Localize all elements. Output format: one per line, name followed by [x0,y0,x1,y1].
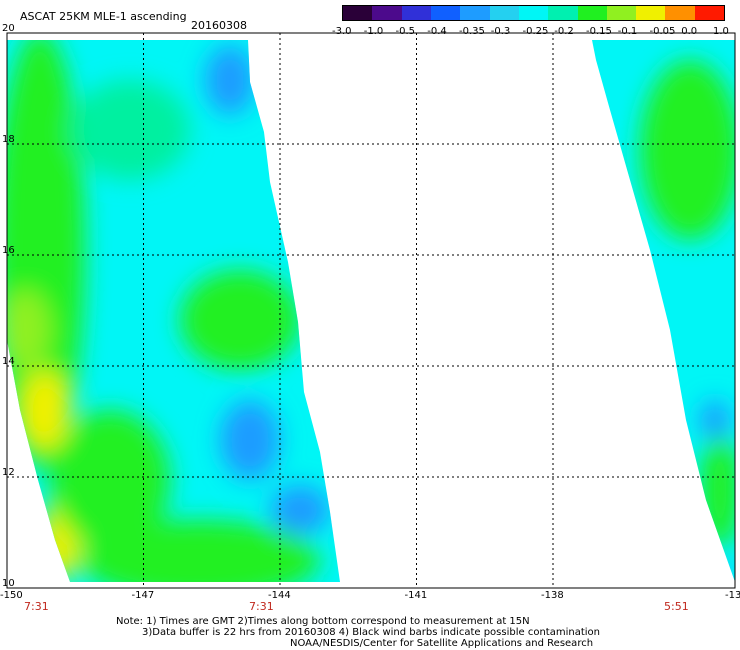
latitude-label: 16 [2,245,15,256]
color-scale-swatch [343,6,373,20]
color-scale-swatch [430,6,461,20]
map-frame [6,32,736,589]
wind-field-patch [70,80,190,180]
product-title: ASCAT 25KM MLE-1 ascending [20,10,187,23]
color-scale-label: -0.25 [522,26,549,37]
wind-field-patch [220,400,280,480]
wind-field-patch [700,430,735,550]
color-scale-label: -0.35 [459,26,485,37]
wind-field-patch [640,60,735,240]
color-scale-label: 1.0 [713,26,729,37]
note-line-3: NOAA/NESDIS/Center for Satellite Applica… [290,638,594,649]
wind-field-patch [50,410,170,550]
latitude-label: 20 [2,23,15,34]
longitude-label: -144 [268,590,291,601]
color-scale-swatch [694,6,725,20]
color-scale-label: -0.4 [427,26,447,37]
color-scale-swatch [606,6,637,20]
color-scale-swatch [665,6,695,20]
latitude-label: 14 [2,356,15,367]
note-line-2: 3)Data buffer is 22 hrs from 20160308 4)… [142,627,600,638]
color-scale-label: -0.5 [395,26,416,37]
latitude-label: 18 [2,134,15,145]
time-label: 7:31 [249,600,274,613]
color-scale-swatch [548,6,578,20]
color-scale-label: 0.0 [681,26,698,37]
latitude-label: 10 [2,578,15,589]
color-scale-swatch [636,6,666,20]
note-line-1: Note: 1) Times are GMT 2)Times along bot… [116,616,530,627]
time-label: 7:31 [24,600,49,613]
longitude-label: -147 [131,590,155,601]
longitude-label: -150 [0,590,23,601]
product-date: 20160308 [191,19,247,32]
color-scale-swatch [518,6,549,20]
color-scale-swatch [460,6,490,20]
color-scale-label: -0.3 [490,26,511,37]
wind-field-patch [80,520,320,582]
color-scale-swatch [401,6,431,20]
color-scale-bar [342,5,725,21]
color-scale-swatch [372,6,402,20]
color-scale-label: -3.0 [332,26,352,37]
color-scale-label: -0.15 [586,26,612,37]
west-swath [7,40,340,582]
color-scale-label: -1.0 [363,26,384,37]
wind-field-patch [716,560,728,580]
color-scale-swatch [489,6,519,20]
color-scale-label: -0.1 [617,26,638,37]
color-scale-label: -0.05 [649,26,676,37]
wind-field-patch [180,270,300,370]
swath-field [7,40,330,582]
longitude-label: -138 [541,590,564,601]
latitude-label: 12 [2,467,15,478]
wind-field-patch [270,485,330,535]
wind-field-patch [700,400,730,440]
time-label: 5:51 [664,600,689,613]
wind-field-patch [20,370,70,450]
wind-field-patch [205,45,255,115]
color-scale-label: -0.2 [554,26,574,37]
longitude-label: -134 [725,590,740,601]
wind-field-patch [7,290,50,370]
color-scale-swatch [577,6,607,20]
color-scale-labels: -3.0 -1.0 -0.5 -0.4 -0.35 -0.3 -0.25 -0.2 -0.15-… [330,26,740,38]
longitude-label: -141 [404,590,428,601]
